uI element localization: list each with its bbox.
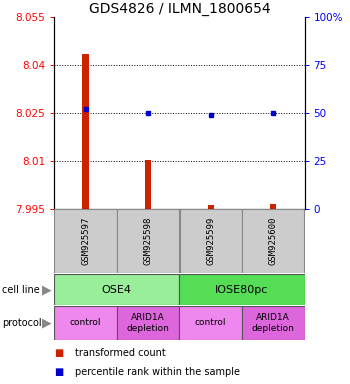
Text: GSM925600: GSM925600	[269, 217, 278, 265]
Text: ■: ■	[54, 367, 63, 377]
Text: GSM925599: GSM925599	[206, 217, 215, 265]
Text: ▶: ▶	[42, 316, 52, 329]
Bar	[208, 205, 214, 209]
Text: ARID1A
depletion: ARID1A depletion	[127, 313, 169, 333]
Text: GSM925597: GSM925597	[81, 217, 90, 265]
Text: protocol: protocol	[2, 318, 41, 328]
Text: transformed count: transformed count	[75, 348, 166, 358]
Bar	[242, 209, 304, 273]
Text: control: control	[70, 318, 101, 328]
Bar	[270, 204, 276, 209]
Text: ■: ■	[54, 348, 63, 358]
Bar	[54, 306, 117, 340]
Bar	[117, 306, 179, 340]
Text: control: control	[195, 318, 226, 328]
Bar	[145, 160, 151, 209]
Bar	[82, 54, 89, 209]
Text: ARID1A
depletion: ARID1A depletion	[252, 313, 295, 333]
Bar	[180, 209, 242, 273]
Bar	[54, 274, 179, 305]
Bar	[55, 209, 117, 273]
Text: IOSE80pc: IOSE80pc	[215, 285, 269, 295]
Text: GSM925598: GSM925598	[144, 217, 153, 265]
Text: ▶: ▶	[42, 283, 52, 296]
Bar	[117, 209, 179, 273]
Text: percentile rank within the sample: percentile rank within the sample	[75, 367, 240, 377]
Title: GDS4826 / ILMN_1800654: GDS4826 / ILMN_1800654	[89, 2, 270, 16]
Bar	[242, 306, 304, 340]
Bar	[179, 306, 242, 340]
Text: cell line: cell line	[2, 285, 40, 295]
Bar	[179, 274, 304, 305]
Text: OSE4: OSE4	[102, 285, 132, 295]
